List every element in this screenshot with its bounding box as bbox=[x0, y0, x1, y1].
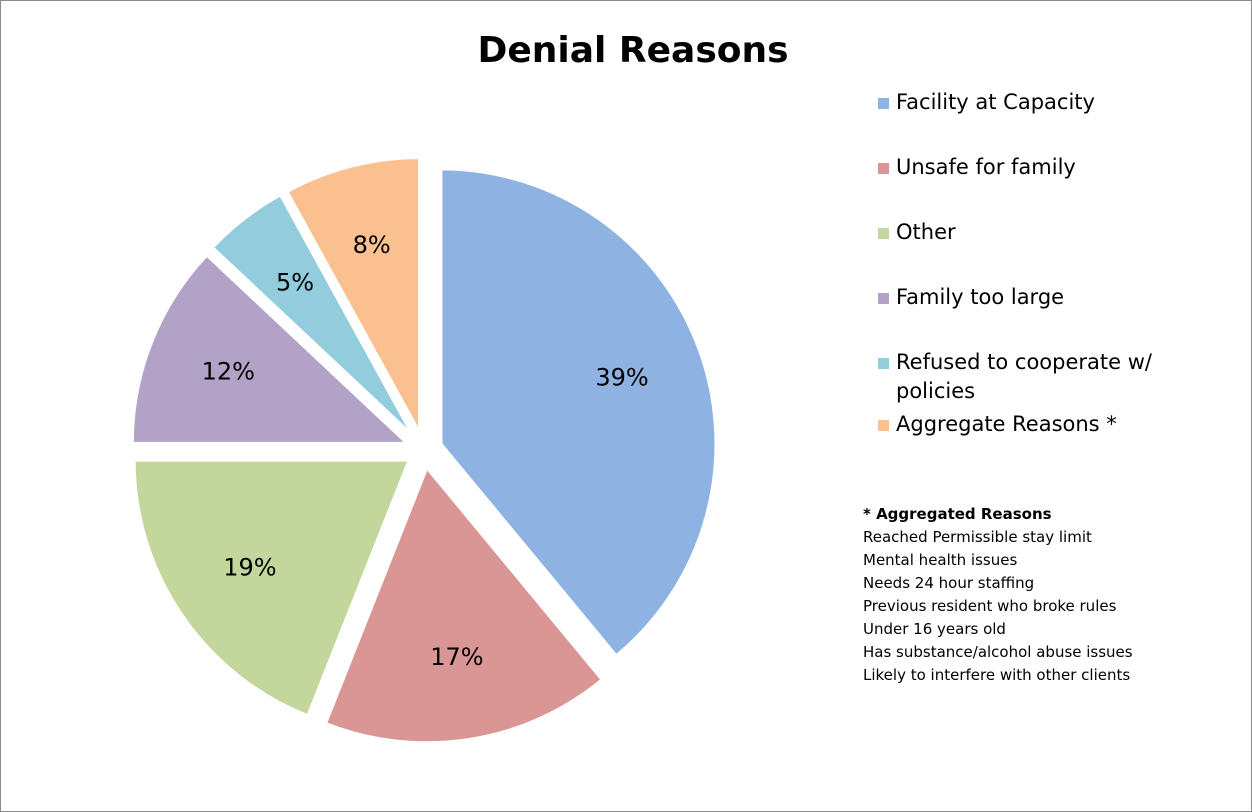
legend-label: Facility at Capacity bbox=[896, 90, 1095, 114]
aggregated-reasons-note: * Aggregated Reasons Reached Permissible… bbox=[863, 503, 1133, 687]
pie-slice-aggregate-reasons bbox=[285, 156, 422, 434]
pie-slice-family-too-large bbox=[130, 253, 412, 445]
legend-swatch bbox=[878, 420, 889, 431]
note-title: * Aggregated Reasons bbox=[863, 505, 1052, 523]
note-line: Needs 24 hour staffing bbox=[863, 574, 1035, 592]
chart-title: Denial Reasons bbox=[477, 30, 789, 71]
note-line: Likely to interfere with other clients bbox=[863, 666, 1131, 684]
pie-slice-unsafe-for-family bbox=[323, 464, 605, 745]
legend-item-other: Other bbox=[878, 218, 1196, 247]
pie-chart: 39% 17% 19% 12% 5% 8% bbox=[130, 156, 718, 745]
pie-slice-refused-to-cooperate-w-policies bbox=[210, 192, 415, 437]
note-line: Reached Permissible stay limit bbox=[863, 528, 1092, 546]
legend-item-unsafe-for-family: Unsafe for family bbox=[878, 153, 1196, 182]
note-line: Mental health issues bbox=[863, 551, 1018, 569]
legend-label: Aggregate Reasons * bbox=[896, 412, 1117, 436]
legend-swatch bbox=[878, 228, 889, 239]
legend-label: Refused to cooperate w/ policies bbox=[896, 350, 1152, 403]
legend-item-facility-at-capacity: Facility at Capacity bbox=[878, 88, 1196, 117]
legend-item-family-too-large: Family too large bbox=[878, 283, 1196, 312]
pie-slice-other bbox=[132, 458, 412, 718]
data-label-unsafe-for-family: 17% bbox=[430, 643, 483, 671]
pie-slice-facility-at-capacity bbox=[439, 167, 718, 658]
legend-swatch bbox=[878, 98, 889, 109]
legend-swatch bbox=[878, 163, 889, 174]
legend-label: Family too large bbox=[896, 285, 1065, 309]
data-label-aggregate-reasons: 8% bbox=[353, 231, 391, 259]
data-label-other: 19% bbox=[223, 553, 276, 581]
note-line: Previous resident who broke rules bbox=[863, 597, 1117, 615]
note-line: Under 16 years old bbox=[863, 620, 1006, 638]
legend-swatch bbox=[878, 358, 889, 369]
note-line: Has substance/alcohol abuse issues bbox=[863, 643, 1133, 661]
data-label-family-too-large: 12% bbox=[202, 358, 255, 386]
legend-label: Unsafe for family bbox=[896, 155, 1076, 179]
legend-swatch bbox=[878, 293, 889, 304]
legend-item-refused-to-cooperate-w-policies: Refused to cooperate w/ policies bbox=[878, 348, 1176, 406]
data-label-refused-to-cooperate-w-policies: 5% bbox=[276, 269, 314, 297]
legend-item-aggregate-reasons: Aggregate Reasons * bbox=[878, 410, 1196, 439]
data-label-facility-at-capacity: 39% bbox=[595, 364, 648, 392]
legend-label: Other bbox=[896, 220, 956, 244]
